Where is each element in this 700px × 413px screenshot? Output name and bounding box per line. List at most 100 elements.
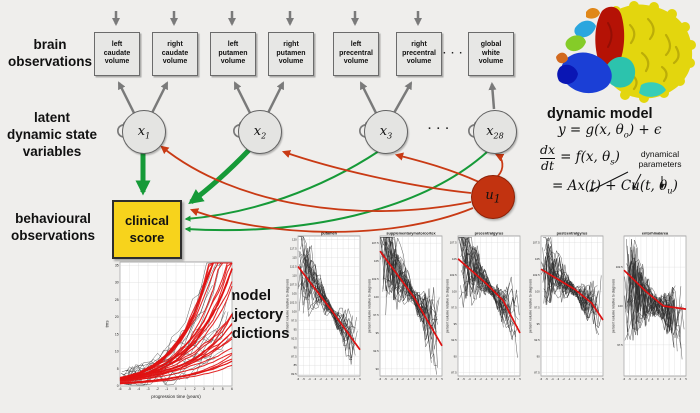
label-behavioural-observations: behavioural observations	[10, 211, 96, 243]
svg-text:-5: -5	[628, 377, 631, 381]
top-input-arrows	[112, 11, 423, 26]
ellipsis-states: · · ·	[428, 123, 451, 135]
svg-text:-4: -4	[390, 377, 393, 381]
obs-box-global-white: global white volume	[468, 32, 514, 76]
svg-text:102.5: 102.5	[450, 273, 457, 277]
svg-text:percent volume relative to dia: percent volume relative to diagnosis	[446, 279, 450, 333]
svg-text:-1: -1	[485, 377, 488, 381]
svg-text:10: 10	[115, 350, 119, 354]
brain-region-inferior-orange	[556, 52, 568, 64]
svg-text:percent volume relative to dia: percent volume relative to diagnosis	[368, 279, 372, 333]
svg-text:-1: -1	[325, 377, 328, 381]
svg-text:-5: -5	[302, 377, 305, 381]
equation-observation: y = g(x, θo) + ϵ	[558, 122, 662, 140]
label-brain-observations: brain observations	[7, 37, 93, 69]
svg-text:2: 2	[342, 377, 344, 381]
svg-text:5: 5	[602, 377, 604, 381]
svg-text:-6: -6	[297, 377, 300, 381]
svg-text:4: 4	[597, 377, 599, 381]
svg-text:95: 95	[454, 322, 458, 326]
svg-text:-6: -6	[118, 387, 121, 391]
svg-text:-3: -3	[146, 387, 149, 391]
svg-text:0: 0	[175, 387, 177, 391]
plot-clinical-trajectories: -6 -5 -4 -3 -2 -1 0 1 2 3 4 5 6 0 5 10 15 20 25 30 35 tms prog…	[105, 261, 233, 399]
svg-text:0: 0	[574, 377, 576, 381]
svg-text:-5: -5	[545, 377, 548, 381]
svg-text:102.5: 102.5	[372, 277, 379, 281]
svg-text:2: 2	[424, 377, 426, 381]
svg-text:-3: -3	[314, 377, 317, 381]
svg-text:3: 3	[430, 377, 432, 381]
svg-text:25: 25	[115, 298, 119, 302]
equation-dynamics: dx dt = f(x, θs)	[540, 142, 620, 173]
svg-text:105: 105	[452, 257, 457, 261]
svg-text:95: 95	[537, 322, 541, 326]
svg-text:0: 0	[413, 377, 415, 381]
svg-text:115: 115	[292, 256, 297, 260]
svg-text:110: 110	[292, 273, 297, 277]
svg-text:3: 3	[591, 377, 593, 381]
svg-text:5: 5	[117, 367, 119, 371]
obs-box-right-putamen: right putamen volume	[268, 32, 314, 76]
svg-text:95: 95	[376, 331, 380, 335]
svg-text:0: 0	[657, 377, 659, 381]
dynamic-model-title: dynamic model	[547, 106, 653, 122]
brain-region-temporal-navy	[557, 64, 578, 85]
plot-putamen: -6 -5 -4 -3 -2 -1 0 1 2 3 4 5 82.5 85 87.5 90 92.5 95 97.5…	[286, 231, 362, 381]
svg-text:-1: -1	[568, 377, 571, 381]
svg-text:-6: -6	[623, 377, 626, 381]
svg-text:percent volume relative to dia: percent volume relative to diagnosis	[529, 279, 533, 333]
svg-text:90: 90	[537, 354, 541, 358]
svg-text:90: 90	[376, 367, 380, 371]
svg-text:97.5: 97.5	[451, 306, 457, 310]
svg-text:5: 5	[222, 387, 224, 391]
svg-text:3: 3	[203, 387, 205, 391]
svg-text:-6: -6	[457, 377, 460, 381]
svg-text:20: 20	[115, 315, 119, 319]
svg-text:112.5: 112.5	[290, 265, 297, 269]
svg-text:2: 2	[668, 377, 670, 381]
label-latent-state: latent dynamic state variables	[6, 110, 98, 159]
svg-text:102.5: 102.5	[533, 273, 540, 277]
svg-text:supplementarymotorcortex: supplementarymotorcortex	[386, 231, 436, 235]
svg-text:4: 4	[354, 377, 356, 381]
svg-text:92.5: 92.5	[373, 349, 379, 353]
svg-text:4: 4	[680, 377, 682, 381]
svg-text:-1: -1	[165, 387, 168, 391]
svg-text:-2: -2	[401, 377, 404, 381]
brain-region-occipital-cyan	[639, 82, 666, 97]
svg-text:2: 2	[502, 377, 504, 381]
obs-box-right-caudate: right caudate volume	[152, 32, 198, 76]
svg-text:tms: tms	[105, 320, 110, 328]
input-influence-arrows	[160, 145, 505, 233]
svg-text:-3: -3	[396, 377, 399, 381]
svg-text:97.5: 97.5	[291, 318, 297, 322]
plot-supplementarymotorcortex: -6 -5 -4 -3 -2 -1 0 1 2 3 4 5 90 92.5 95 97.5 100 102.5 10…	[368, 231, 444, 381]
svg-text:entorhinalarea: entorhinalarea	[642, 231, 669, 235]
svg-text:105: 105	[535, 257, 540, 261]
svg-text:6: 6	[231, 387, 233, 391]
state-to-observation-arrows	[117, 81, 497, 114]
brain-region-postcentral-cyan	[606, 56, 636, 88]
annotation-arrows	[589, 171, 665, 192]
svg-text:progression time (years): progression time (years)	[151, 394, 201, 399]
svg-text:107.5: 107.5	[533, 241, 540, 245]
svg-text:2: 2	[194, 387, 196, 391]
latent-state-node-x2: x2	[238, 110, 282, 154]
svg-text:-6: -6	[379, 377, 382, 381]
svg-text:-4: -4	[468, 377, 471, 381]
brain-region-frontal-green	[565, 35, 586, 52]
svg-text:postcentralgyrus: postcentralgyrus	[557, 231, 588, 235]
svg-text:85: 85	[294, 363, 298, 367]
svg-text:87.5: 87.5	[534, 371, 540, 375]
svg-text:107.5: 107.5	[450, 241, 457, 245]
svg-text:1: 1	[497, 377, 499, 381]
svg-text:0: 0	[331, 377, 333, 381]
svg-text:105: 105	[374, 259, 379, 263]
svg-text:-2: -2	[645, 377, 648, 381]
svg-text:1: 1	[337, 377, 339, 381]
svg-text:90: 90	[294, 345, 298, 349]
equation-linear-form: = Ax(t) + Cu(t, θu)	[552, 178, 678, 196]
